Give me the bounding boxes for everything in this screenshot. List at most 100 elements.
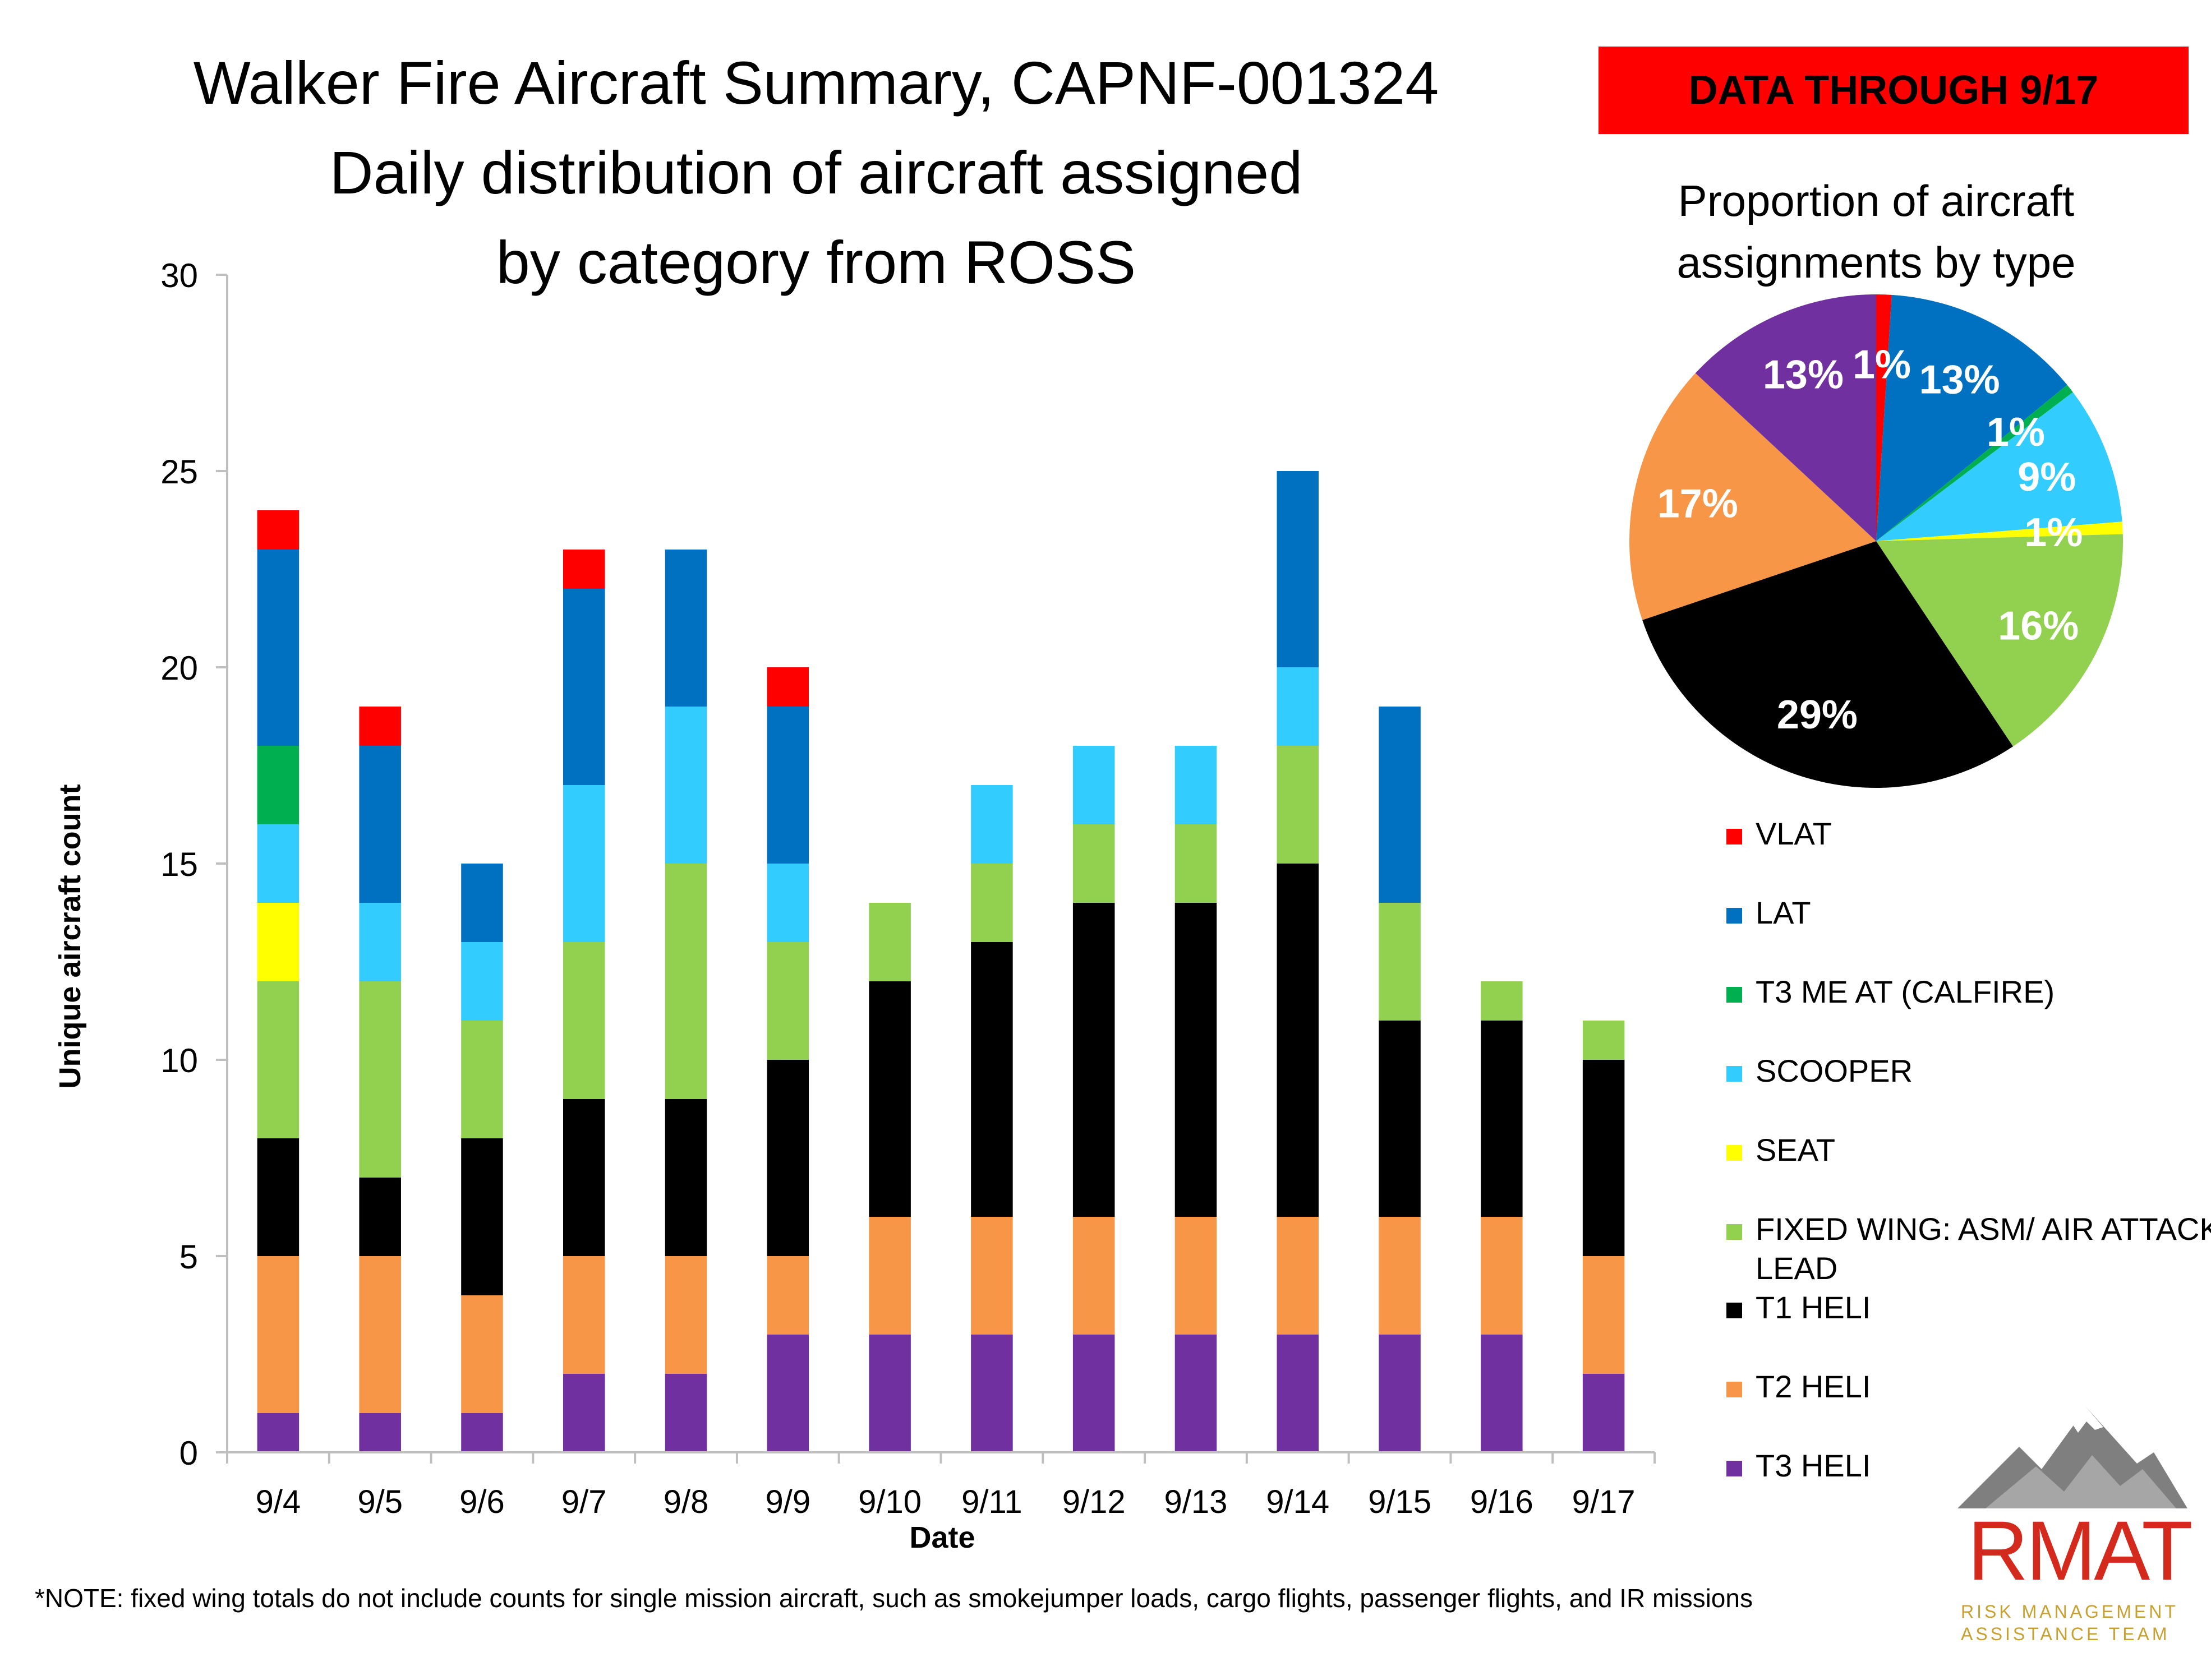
bar-t3-heli-9-13 (1174, 1335, 1217, 1452)
pie-label-fixed-wing-asm-air-attack-lead: 16% (1998, 604, 2079, 649)
bar-fixed-wing-asm-air-attack-lead-9-10 (869, 903, 911, 981)
bar-lat-9-5 (359, 746, 401, 903)
bar-t3-heli-9-5 (359, 1413, 401, 1452)
bar-fixed-wing-asm-air-attack-lead-9-8 (665, 864, 707, 1099)
bar-t2-heli-9-7 (563, 1256, 605, 1374)
y-tick-label: 20 (160, 649, 198, 687)
bar-t2-heli-9-16 (1481, 1217, 1523, 1335)
bar-vlat-9-9 (767, 667, 809, 707)
bar-t1-heli-9-9 (767, 1060, 809, 1256)
pie-slice-lat (1876, 294, 2067, 541)
x-tick-label: 9/4 (256, 1484, 301, 1520)
bar-t1-heli-9-6 (461, 1138, 503, 1295)
legend-swatch (1726, 908, 1742, 924)
bar-t2-heli-9-12 (1072, 1217, 1115, 1335)
bar-t1-heli-9-17 (1582, 1060, 1625, 1256)
bar-t1-heli-9-10 (869, 981, 911, 1217)
bar-scooper-9-13 (1174, 746, 1217, 824)
legend-label: LAT (1756, 895, 1811, 930)
bar-t3-heli-9-9 (767, 1335, 809, 1452)
bar-lat-9-9 (767, 707, 809, 864)
bar-lat-9-7 (563, 589, 605, 785)
bar-fixed-wing-asm-air-attack-lead-9-16 (1481, 981, 1523, 1021)
x-tick-label: 9/12 (1062, 1484, 1126, 1520)
y-tick-label: 10 (160, 1042, 198, 1079)
pie-chart (1629, 294, 2124, 788)
pie-label-t2-heli: 17% (1657, 482, 1738, 527)
legend-label: SEAT (1756, 1132, 1835, 1167)
bar-scooper-9-8 (665, 707, 707, 864)
legend-label: T3 ME AT (CALFIRE) (1756, 974, 2055, 1009)
bar-t2-heli-9-15 (1379, 1217, 1421, 1335)
pie-label-seat: 1% (2024, 510, 2083, 555)
bar-t2-heli-9-4 (257, 1256, 300, 1413)
bar-fixed-wing-asm-air-attack-lead-9-15 (1379, 903, 1421, 1021)
title-line-2: Daily distribution of aircraft assigned (330, 139, 1303, 206)
y-axis-label: Unique aircraft count (53, 784, 87, 1088)
bar-t3-me-at-calfire-9-4 (257, 746, 300, 824)
logo-line-1: RISK MANAGEMENT (1961, 1601, 2178, 1622)
logo-word: RMAT (1968, 1503, 2193, 1598)
bar-seat-9-4 (257, 903, 300, 981)
x-tick-label: 9/16 (1470, 1484, 1533, 1520)
bar-t1-heli-9-16 (1481, 1021, 1523, 1217)
bar-t3-heli-9-15 (1379, 1335, 1421, 1452)
legend-item-lat: LAT (1726, 895, 1811, 930)
pie-slice-vlat (1876, 294, 1892, 541)
bar-t3-heli-9-14 (1277, 1335, 1319, 1452)
x-tick-label: 9/15 (1368, 1484, 1431, 1520)
x-tick-label: 9/7 (561, 1484, 607, 1520)
bar-t1-heli-9-5 (359, 1178, 401, 1256)
bar-scooper-9-11 (971, 785, 1013, 864)
bar-t3-heli-9-11 (971, 1335, 1013, 1452)
legend-swatch (1726, 1145, 1742, 1161)
bar-fixed-wing-asm-air-attack-lead-9-7 (563, 942, 605, 1099)
pie-slice-t1-heli (1642, 541, 2014, 788)
legend-swatch (1726, 1303, 1742, 1318)
bar-vlat-9-7 (563, 550, 605, 589)
bar-lat-9-6 (461, 864, 503, 942)
legend-swatch (1726, 987, 1742, 1003)
pie-title-line-1: Proportion of aircraft (1678, 176, 2075, 225)
x-tick-label: 9/13 (1164, 1484, 1228, 1520)
x-tick-label: 9/5 (357, 1484, 403, 1520)
legend-label: T2 HELI (1756, 1369, 1871, 1404)
bar-t3-heli-9-16 (1481, 1335, 1523, 1452)
bar-lat-9-15 (1379, 707, 1421, 903)
pie-label-t3-heli: 13% (1763, 352, 1844, 397)
x-axis-label: Date (909, 1521, 975, 1554)
pie-slice-seat (1876, 521, 2123, 541)
pie-label-lat: 13% (1919, 357, 2000, 402)
legend-swatch (1726, 829, 1742, 844)
legend-swatch (1726, 1066, 1742, 1082)
bar-t1-heli-9-14 (1277, 864, 1319, 1217)
legend-item-t1-heli: T1 HELI (1726, 1290, 1871, 1325)
bar-t3-heli-9-17 (1582, 1374, 1625, 1452)
bar-t3-heli-9-6 (461, 1413, 503, 1452)
bar-fixed-wing-asm-air-attack-lead-9-12 (1072, 824, 1115, 903)
x-tick-label: 9/9 (766, 1484, 811, 1520)
pie-label-vlat: 1% (1853, 342, 1911, 387)
data-through-badge: DATA THROUGH 9/17 (1599, 47, 2189, 134)
legend-item-t3-heli: T3 HELI (1726, 1448, 1871, 1483)
bar-lat-9-4 (257, 550, 300, 746)
x-axis: 9/4 9/5 9/6 9/7 9/8 9/9 9/10 9/11 9/12 9/13 9/14 9/… (226, 1451, 1656, 1520)
bar-t1-heli-9-4 (257, 1138, 300, 1256)
pie-slice-t3-me-at-calfire (1876, 385, 2073, 541)
bar-t2-heli-9-10 (869, 1217, 911, 1335)
y-tick-label: 15 (160, 846, 198, 883)
bar-t3-heli-9-10 (869, 1335, 911, 1452)
bar-t3-heli-9-4 (257, 1413, 300, 1452)
legend-label: FIXED WING: ASM/ AIR ATTACK/ (1756, 1211, 2211, 1247)
y-tick-label: 0 (179, 1434, 198, 1472)
bar-fixed-wing-asm-air-attack-lead-9-4 (257, 981, 300, 1138)
y-axis: 0 5 10 15 20 25 30 (160, 257, 228, 1472)
bar-fixed-wing-asm-air-attack-lead-9-17 (1582, 1021, 1625, 1060)
bar-lat-9-14 (1277, 471, 1319, 667)
legend-label: VLAT (1756, 816, 1832, 851)
title-line-3: by category from ROSS (496, 228, 1136, 296)
x-tick-label: 9/17 (1572, 1484, 1636, 1520)
legend-swatch (1726, 1461, 1742, 1476)
logo-line-2: ASSISTANCE TEAM (1961, 1624, 2170, 1644)
x-tick-label: 9/6 (459, 1484, 505, 1520)
